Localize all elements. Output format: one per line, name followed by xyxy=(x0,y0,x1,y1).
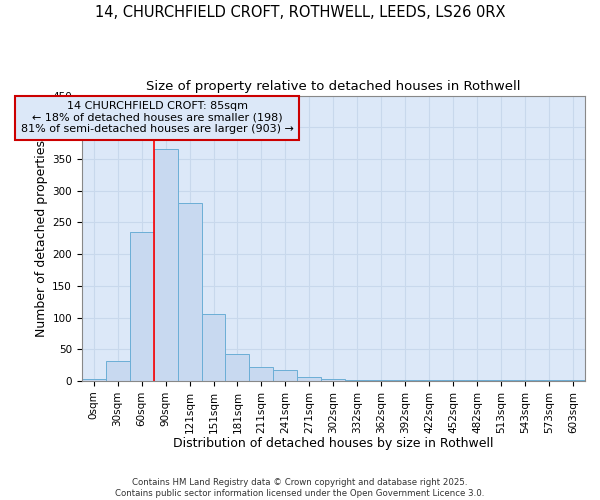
Text: 14, CHURCHFIELD CROFT, ROTHWELL, LEEDS, LS26 0RX: 14, CHURCHFIELD CROFT, ROTHWELL, LEEDS, … xyxy=(95,5,505,20)
Bar xyxy=(106,360,130,381)
Bar xyxy=(178,204,202,381)
Bar xyxy=(465,380,489,381)
Bar xyxy=(226,354,250,381)
Title: Size of property relative to detached houses in Rothwell: Size of property relative to detached ho… xyxy=(146,80,521,93)
Bar xyxy=(537,380,561,381)
Bar xyxy=(393,380,417,381)
Bar xyxy=(322,379,346,381)
Bar xyxy=(441,380,465,381)
Bar xyxy=(369,380,393,381)
Bar xyxy=(561,380,585,381)
Bar xyxy=(513,380,537,381)
X-axis label: Distribution of detached houses by size in Rothwell: Distribution of detached houses by size … xyxy=(173,437,494,450)
Bar xyxy=(346,380,369,381)
Bar xyxy=(274,370,298,381)
Bar xyxy=(298,377,322,381)
Bar xyxy=(130,232,154,381)
Bar xyxy=(250,367,274,381)
Text: 14 CHURCHFIELD CROFT: 85sqm
← 18% of detached houses are smaller (198)
81% of se: 14 CHURCHFIELD CROFT: 85sqm ← 18% of det… xyxy=(21,102,293,134)
Bar xyxy=(154,150,178,381)
Y-axis label: Number of detached properties: Number of detached properties xyxy=(35,140,48,337)
Text: Contains HM Land Registry data © Crown copyright and database right 2025.
Contai: Contains HM Land Registry data © Crown c… xyxy=(115,478,485,498)
Bar xyxy=(202,314,226,381)
Bar xyxy=(489,380,513,381)
Bar xyxy=(417,380,441,381)
Bar xyxy=(82,379,106,381)
